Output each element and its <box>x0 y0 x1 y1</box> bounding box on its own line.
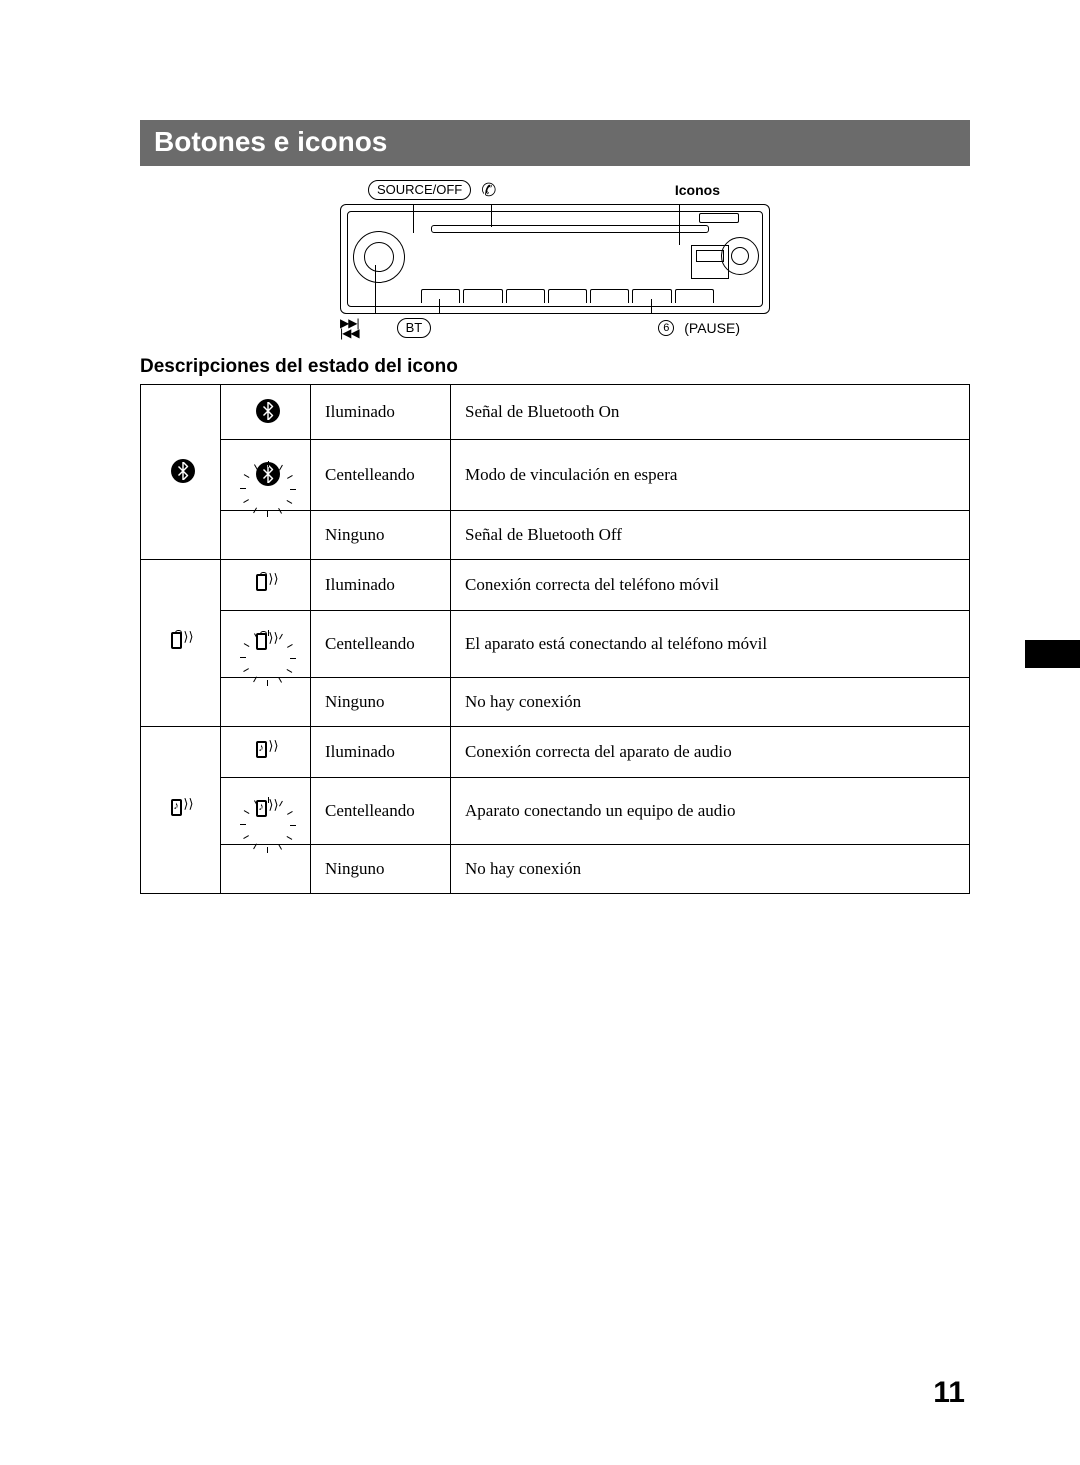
icon-status-table: IluminadoSeñal de Bluetooth OnCentellean… <box>140 384 970 894</box>
state-icon-cell <box>221 845 311 894</box>
state-label-cell: Centelleando <box>311 611 451 678</box>
state-label-cell: Iluminado <box>311 560 451 611</box>
table-row: ⟩⟩ CentelleandoEl aparato está conectando… <box>141 611 970 678</box>
state-desc-cell: Señal de Bluetooth Off <box>451 511 970 560</box>
page-number: 11 <box>933 1376 965 1410</box>
iconos-label: Iconos <box>675 182 720 198</box>
state-desc-cell: Conexión correcta del teléfono móvil <box>451 560 970 611</box>
state-icon-cell <box>221 440 311 511</box>
seek-icons: ▶▶| |◀◀ <box>340 318 359 338</box>
group-icon-cell: ⟩⟩ <box>141 727 221 894</box>
audio-device-icon: ⟩⟩ <box>171 799 193 816</box>
audio-device-icon: ⟩⟩ <box>256 741 278 758</box>
state-icon-cell: ⟩⟩ <box>221 560 311 611</box>
phone-device-icon: ⟩⟩ <box>256 633 278 650</box>
table-row: NingunoNo hay conexión <box>141 678 970 727</box>
section-title-text: Botones e iconos <box>154 126 387 157</box>
phone-handset-icon: ✆ <box>481 181 496 199</box>
group-icon-cell <box>141 385 221 560</box>
state-desc-cell: No hay conexión <box>451 845 970 894</box>
state-icon-cell <box>221 511 311 560</box>
state-label-cell: Iluminado <box>311 727 451 778</box>
source-off-label: SOURCE/OFF <box>368 180 471 200</box>
pause-number: 6 <box>658 320 674 336</box>
phone-device-icon: ⟩⟩ <box>171 632 193 649</box>
diagram-top-labels: SOURCE/OFF ✆ Iconos <box>340 180 770 200</box>
state-icon-cell: ⟩⟩ <box>221 727 311 778</box>
table-subheading: Descripciones del estado del icono <box>140 356 970 378</box>
state-label-cell: Iluminado <box>311 385 451 440</box>
bluetooth-icon <box>256 462 280 486</box>
state-label-cell: Centelleando <box>311 778 451 845</box>
state-label-cell: Ninguno <box>311 678 451 727</box>
stereo-diagram: SOURCE/OFF ✆ Iconos ▶▶| <box>340 180 770 338</box>
table-row: NingunoSeñal de Bluetooth Off <box>141 511 970 560</box>
table-row: ⟩⟩⟩⟩IluminadoConexión correcta del apara… <box>141 727 970 778</box>
state-icon-cell <box>221 678 311 727</box>
section-title-bar: Botones e iconos <box>140 120 970 166</box>
state-desc-cell: Modo de vinculación en espera <box>451 440 970 511</box>
state-label-cell: Centelleando <box>311 440 451 511</box>
bluetooth-icon <box>256 399 280 423</box>
state-icon-cell <box>221 385 311 440</box>
table-row: ⟩⟩⟩⟩IluminadoConexión correcta del teléf… <box>141 560 970 611</box>
audio-device-icon: ⟩⟩ <box>256 800 278 817</box>
bluetooth-icon <box>171 459 195 483</box>
state-desc-cell: Conexión correcta del aparato de audio <box>451 727 970 778</box>
pause-label: (PAUSE) <box>684 320 740 336</box>
state-desc-cell: No hay conexión <box>451 678 970 727</box>
state-desc-cell: El aparato está conectando al teléfono m… <box>451 611 970 678</box>
table-row: NingunoNo hay conexión <box>141 845 970 894</box>
stereo-unit-illustration <box>340 204 770 314</box>
diagram-bottom-labels: ▶▶| |◀◀ BT 6 (PAUSE) <box>340 318 770 338</box>
state-label-cell: Ninguno <box>311 511 451 560</box>
group-icon-cell: ⟩⟩ <box>141 560 221 727</box>
table-row: IluminadoSeñal de Bluetooth On <box>141 385 970 440</box>
state-desc-cell: Aparato conectando un equipo de audio <box>451 778 970 845</box>
table-row: CentelleandoModo de vinculación en esper… <box>141 440 970 511</box>
phone-device-icon: ⟩⟩ <box>256 574 278 591</box>
state-icon-cell: ⟩⟩ <box>221 611 311 678</box>
bt-label: BT <box>397 318 432 338</box>
state-icon-cell: ⟩⟩ <box>221 778 311 845</box>
state-desc-cell: Señal de Bluetooth On <box>451 385 970 440</box>
table-row: ⟩⟩ CentelleandoAparato conectando un equi… <box>141 778 970 845</box>
state-label-cell: Ninguno <box>311 845 451 894</box>
side-thumb-tab <box>1025 640 1080 668</box>
